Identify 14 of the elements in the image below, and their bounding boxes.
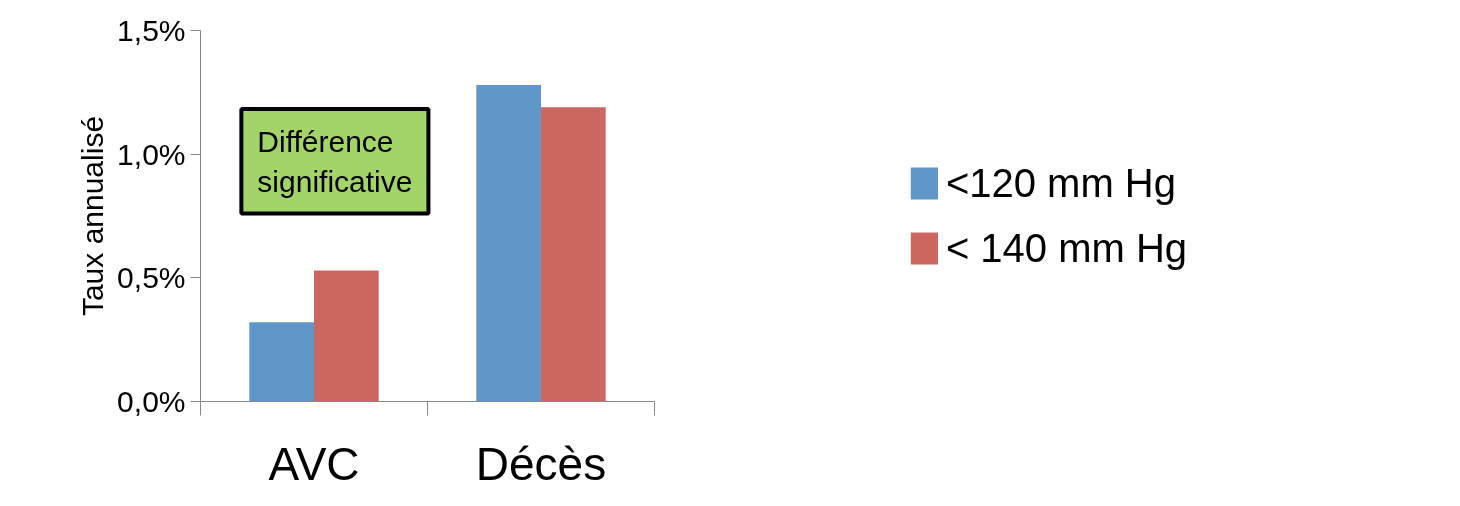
x-tick-label: Décès	[475, 437, 607, 490]
bar	[541, 107, 606, 402]
annotation: Différence significative	[257, 124, 413, 198]
x-tick-label: AVC	[268, 437, 360, 490]
y-tick-label: 1,5%	[117, 14, 186, 47]
y-tick-label: 0,5%	[117, 261, 186, 295]
y-tick-label: 1,0%	[117, 137, 186, 171]
bar	[249, 322, 314, 402]
bar	[314, 270, 379, 402]
y-tick-label: 0,0%	[117, 385, 186, 418]
legend-label: < 140 mm Hg	[945, 225, 1188, 271]
legend-label: <120 mm Hg	[945, 160, 1176, 206]
bar	[476, 84, 541, 402]
y-axis-title: Taux annualisé	[76, 115, 110, 317]
